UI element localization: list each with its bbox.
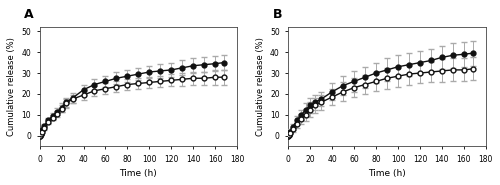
Text: A: A	[24, 8, 34, 21]
Text: B: B	[272, 8, 282, 21]
X-axis label: Time (h): Time (h)	[368, 169, 406, 178]
X-axis label: Time (h): Time (h)	[120, 169, 158, 178]
Y-axis label: Cumulative release (%): Cumulative release (%)	[7, 37, 16, 136]
Y-axis label: Cumulative release (%): Cumulative release (%)	[256, 37, 264, 136]
